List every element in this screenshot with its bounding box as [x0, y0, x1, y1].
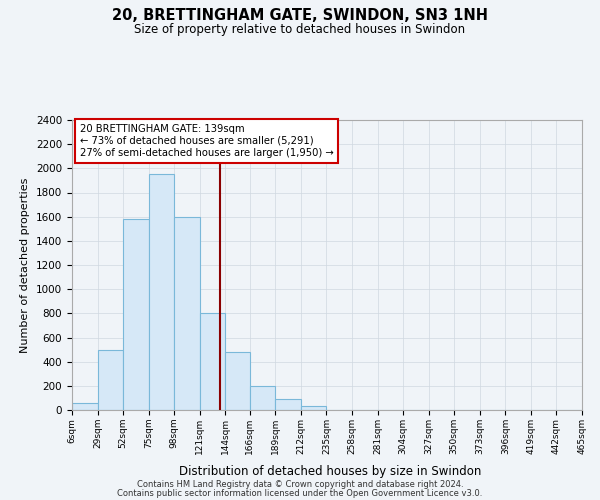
- Text: Distribution of detached houses by size in Swindon: Distribution of detached houses by size …: [179, 464, 481, 477]
- Bar: [250, 386, 275, 410]
- Bar: [301, 406, 326, 410]
- Text: 20 BRETTINGHAM GATE: 139sqm
← 73% of detached houses are smaller (5,291)
27% of : 20 BRETTINGHAM GATE: 139sqm ← 73% of det…: [80, 124, 334, 158]
- Text: Size of property relative to detached houses in Swindon: Size of property relative to detached ho…: [134, 22, 466, 36]
- Bar: [174, 216, 200, 410]
- Bar: [123, 219, 149, 410]
- Text: 20, BRETTINGHAM GATE, SWINDON, SN3 1NH: 20, BRETTINGHAM GATE, SWINDON, SN3 1NH: [112, 8, 488, 22]
- Bar: [200, 314, 226, 410]
- Bar: [226, 352, 250, 410]
- Bar: [72, 404, 98, 410]
- Text: Contains public sector information licensed under the Open Government Licence v3: Contains public sector information licen…: [118, 488, 482, 498]
- Bar: [149, 174, 174, 410]
- Y-axis label: Number of detached properties: Number of detached properties: [20, 178, 31, 352]
- Bar: [275, 399, 301, 410]
- Text: Contains HM Land Registry data © Crown copyright and database right 2024.: Contains HM Land Registry data © Crown c…: [137, 480, 463, 489]
- Bar: [98, 350, 123, 410]
